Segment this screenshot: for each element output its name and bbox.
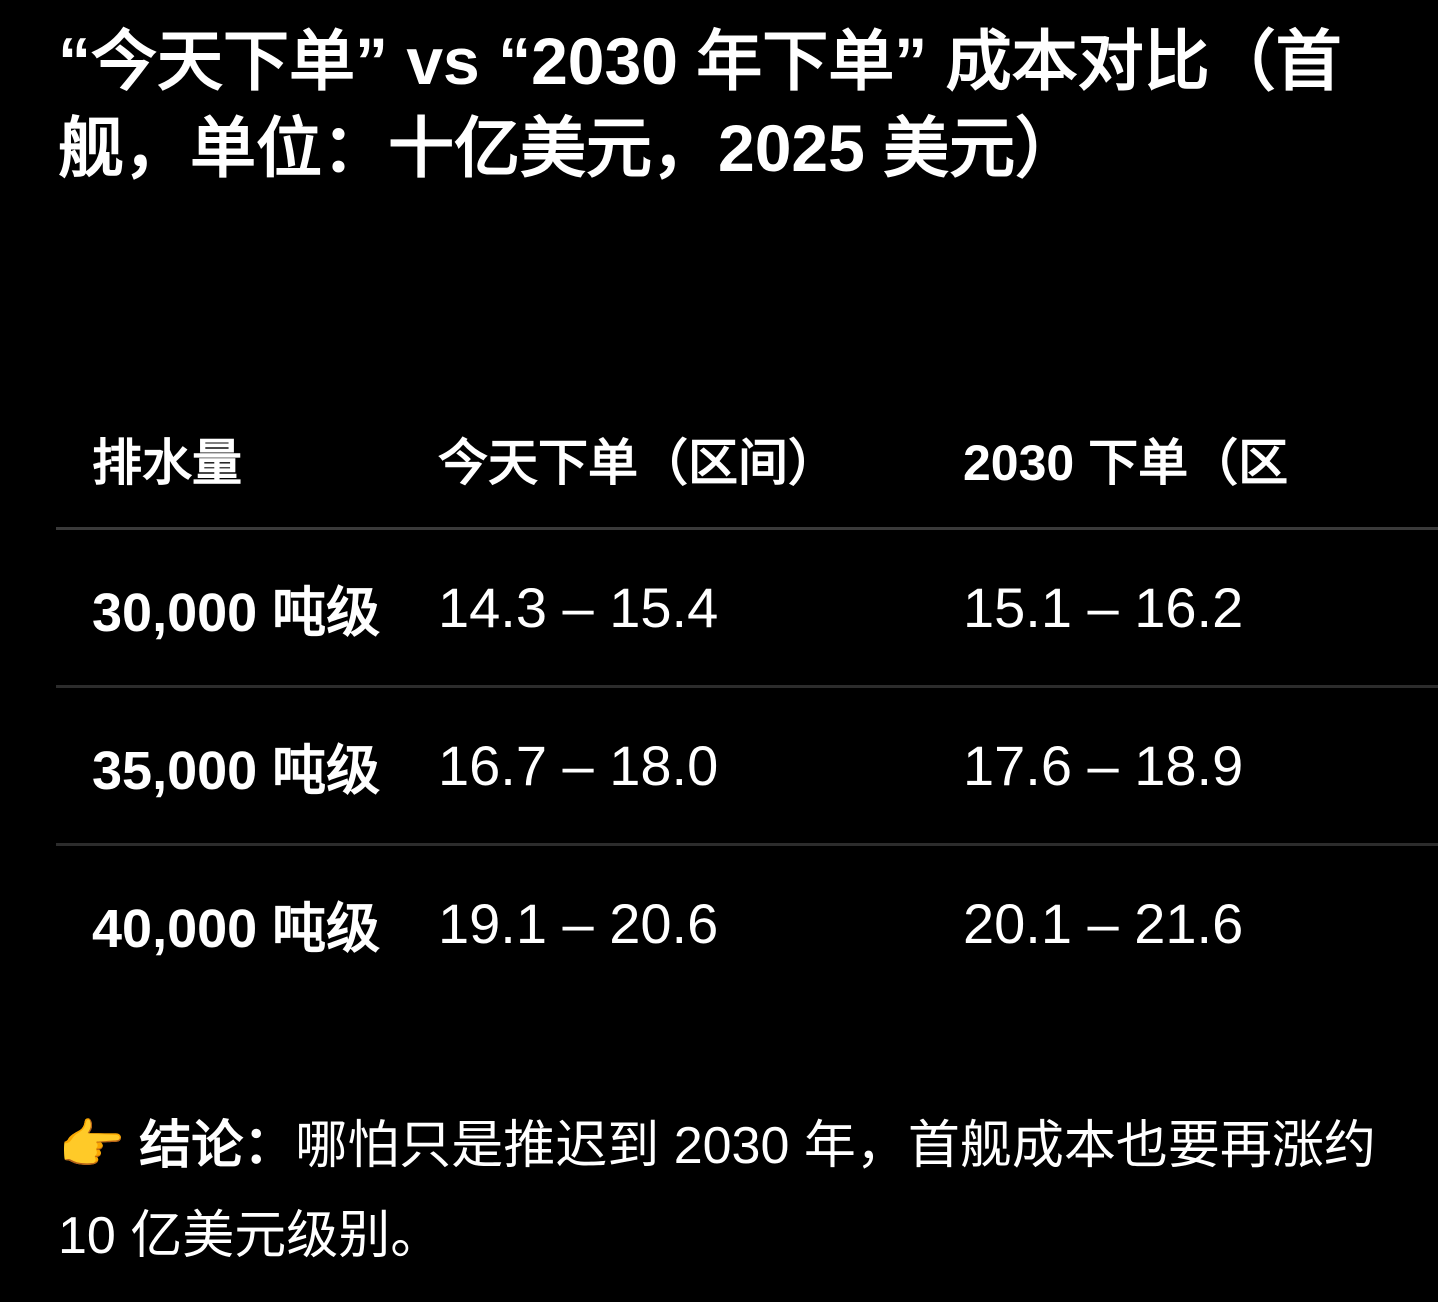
pointing-hand-icon: 👉	[58, 1115, 126, 1175]
cost-2030-cell: 20.1 – 21.6	[963, 892, 1244, 955]
today-cost-cell: 14.3 – 15.4	[438, 528, 963, 688]
column-header-displacement: 排水量	[56, 390, 438, 530]
displacement-cell: 40,000 吨级	[92, 899, 381, 959]
today-cost-cell: 16.7 – 18.0	[438, 686, 963, 846]
table-row: 30,000 吨级 14.3 – 15.4 15.1 – 16.2	[56, 528, 1438, 688]
conclusion-label: 结论：	[139, 1117, 296, 1175]
cost-2030-cell: 17.6 – 18.9	[963, 686, 1438, 846]
cost-2030-cell: 15.1 – 16.2	[963, 528, 1438, 688]
page-title: “今天下单” vs “2030 年下单” 成本对比（首舰，单位：十亿美元，202…	[58, 24, 1342, 185]
column-header-order-2030: 2030 下单（区	[963, 390, 1438, 530]
table-header-row: 排水量 今天下单（区间） 2030 下单（区	[56, 390, 1438, 530]
displacement-cell: 30,000 吨级	[56, 528, 438, 688]
column-header-order-today: 今天下单（区间）	[438, 390, 963, 530]
conclusion-text: 哪怕只是推迟到 2030 年，首舰成本也要再涨约 10 亿美元级别。	[58, 1117, 1376, 1265]
table-row: 40,000 吨级 19.1 – 20.6 20.1 – 21.6	[56, 845, 1438, 1001]
conclusion-paragraph: 👉 结论：哪怕只是推迟到 2030 年，首舰成本也要再涨约 10 亿美元级别。	[58, 1100, 1388, 1281]
displacement-cell: 35,000 吨级	[56, 686, 438, 846]
table-row: 35,000 吨级 16.7 – 18.0 17.6 – 18.9	[56, 686, 1438, 846]
today-cost-cell: 19.1 – 20.6	[438, 892, 719, 955]
cost-comparison-table: 排水量 今天下单（区间） 2030 下单（区 30,000 吨级 14.3 – …	[56, 390, 1438, 1000]
